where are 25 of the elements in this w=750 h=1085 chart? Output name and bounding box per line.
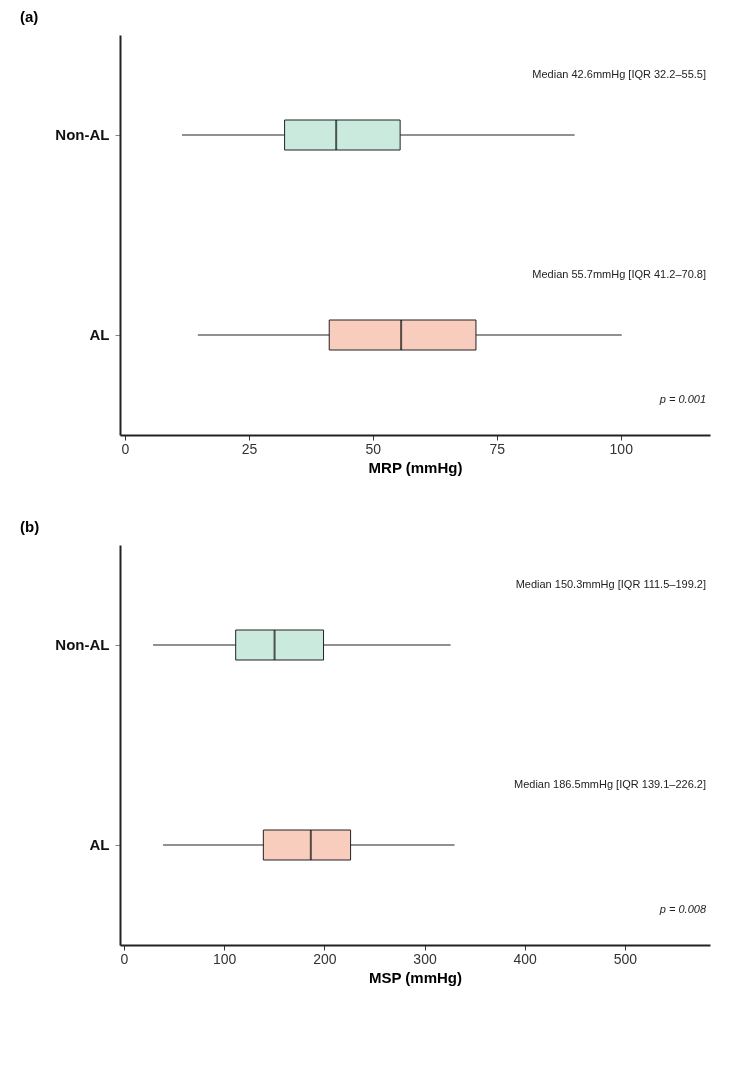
- annotation: Median 42.6mmHg [IQR 32.2–55.5]: [532, 68, 706, 80]
- annotation: Median 55.7mmHg [IQR 41.2–70.8]: [532, 268, 706, 280]
- x-axis-title: MSP (mmHg): [368, 968, 463, 986]
- annotation: Median 186.5mmHg [IQR 139.1–226.2]: [513, 778, 706, 790]
- x-tick-label: 50: [365, 440, 382, 457]
- x-tick-label: 100: [213, 950, 237, 967]
- y-tick-label: Non-AL: [55, 126, 110, 143]
- x-tick-label: 0: [120, 950, 129, 967]
- y-tick-label: AL: [89, 326, 110, 343]
- y-tick-label: AL: [89, 836, 110, 853]
- x-tick-label: 300: [413, 950, 437, 967]
- x-tick-label: 500: [613, 950, 638, 967]
- y-tick-label: Non-AL: [55, 636, 110, 653]
- chart-title: (a): [20, 8, 39, 25]
- x-tick-label: 75: [489, 440, 506, 457]
- x-tick-label: 0: [121, 440, 130, 457]
- x-tick-label: 100: [609, 440, 634, 457]
- annotation: p = 0.001: [658, 393, 706, 405]
- annotation: Median 150.3mmHg [IQR 111.5–199.2]: [515, 578, 706, 590]
- x-tick-label: 400: [513, 950, 538, 967]
- x-tick-label: 25: [241, 440, 258, 457]
- x-axis-title: MRP (mmHg): [368, 458, 463, 476]
- x-tick-label: 200: [313, 950, 337, 967]
- annotation: p = 0.008: [658, 903, 707, 915]
- chart-title: (b): [20, 518, 40, 535]
